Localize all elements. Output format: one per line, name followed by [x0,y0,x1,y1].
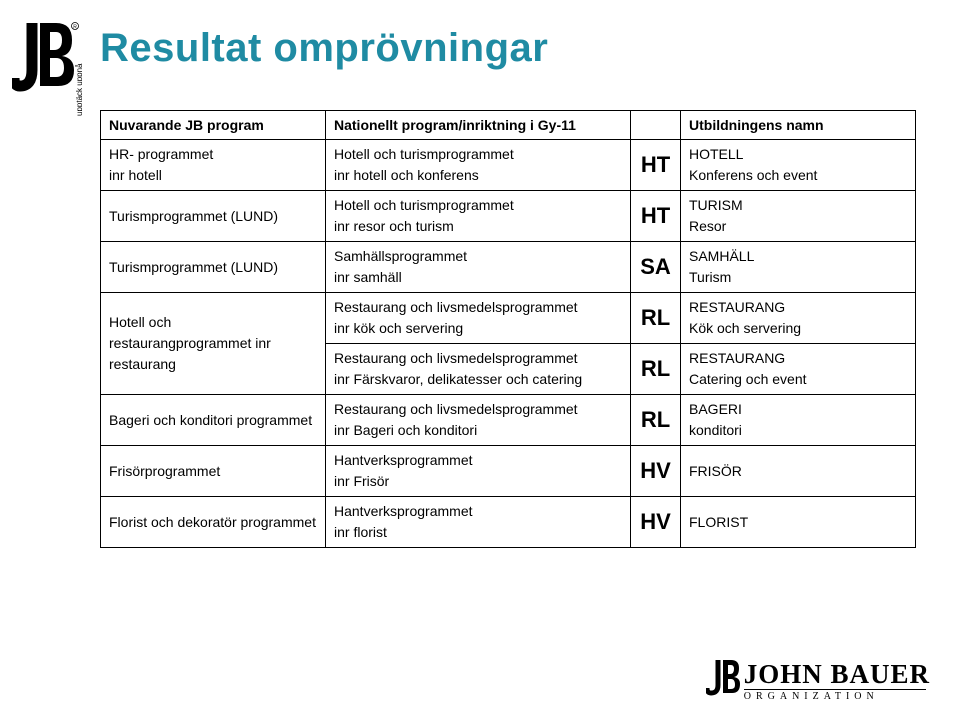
table-row: HR- programmet inr hotell Hotell och tur… [101,140,916,191]
table-row: Turismprogrammet (LUND) Hotell och turis… [101,191,916,242]
cell-code: HT [631,140,681,191]
header-col3 [631,111,681,140]
john-bauer-logo: JOHN BAUER ORGANIZATION [744,661,930,702]
cell-national-program: Hantverksprogrammet inr florist [326,497,631,548]
cell-name: RESTAURANG Kök och servering [681,293,916,344]
header-col1: Nuvarande JB program [101,111,326,140]
john-bauer-title: JOHN BAUER [744,661,930,688]
table-row: Florist och dekoratör programmet Hantver… [101,497,916,548]
cell-code: HV [631,446,681,497]
cell-national-program: Samhällsprogrammet inr samhäll [326,242,631,293]
cell-national-program: Hotell och turismprogrammet inr hotell o… [326,140,631,191]
jb-logo: R upptäck uppnå [12,18,82,118]
page-title: Resultat omprövningar [100,26,548,71]
cell-code: SA [631,242,681,293]
cell-code: HT [631,191,681,242]
header-col2: Nationellt program/inriktning i Gy-11 [326,111,631,140]
results-table: Nuvarande JB program Nationellt program/… [100,110,916,548]
cell-jb-program: Bageri och konditori programmet [101,395,326,446]
header-col4: Utbildningens namn [681,111,916,140]
table-row: Turismprogrammet (LUND) Samhällsprogramm… [101,242,916,293]
john-bauer-subtitle: ORGANIZATION [744,692,930,702]
cell-code: RL [631,395,681,446]
cell-jb-program: Florist och dekoratör programmet [101,497,326,548]
cell-code: RL [631,293,681,344]
cell-name: BAGERI konditori [681,395,916,446]
john-bauer-monogram-icon [706,657,742,697]
cell-jb-program: Frisörprogrammet [101,446,326,497]
jb-logo-tagline: upptäck uppnå [75,63,82,116]
cell-code: RL [631,344,681,395]
cell-jb-program: Hotell och restaurangprogrammet inr rest… [101,293,326,395]
cell-name: FLORIST [681,497,916,548]
svg-text:R: R [73,25,77,31]
cell-name: TURISM Resor [681,191,916,242]
cell-name: SAMHÄLL Turism [681,242,916,293]
table-row: Hotell och restaurangprogrammet inr rest… [101,293,916,344]
john-bauer-divider [744,689,926,690]
cell-national-program: Hantverksprogrammet inr Frisör [326,446,631,497]
cell-jb-program: Turismprogrammet (LUND) [101,242,326,293]
results-table-container: Nuvarande JB program Nationellt program/… [100,110,915,548]
cell-name: RESTAURANG Catering och event [681,344,916,395]
cell-national-program: Restaurang och livsmedelsprogrammet inr … [326,395,631,446]
cell-code: HV [631,497,681,548]
slide: R upptäck uppnå Resultat omprövningar Nu… [0,0,960,716]
table-header-row: Nuvarande JB program Nationellt program/… [101,111,916,140]
cell-national-program: Hotell och turismprogrammet inr resor oc… [326,191,631,242]
cell-jb-program: HR- programmet inr hotell [101,140,326,191]
cell-jb-program: Turismprogrammet (LUND) [101,191,326,242]
cell-name: FRISÖR [681,446,916,497]
cell-national-program: Restaurang och livsmedelsprogrammet inr … [326,344,631,395]
cell-name: HOTELL Konferens och event [681,140,916,191]
cell-national-program: Restaurang och livsmedelsprogrammet inr … [326,293,631,344]
table-row: Bageri och konditori programmet Restaura… [101,395,916,446]
table-row: Frisörprogrammet Hantverksprogrammet inr… [101,446,916,497]
